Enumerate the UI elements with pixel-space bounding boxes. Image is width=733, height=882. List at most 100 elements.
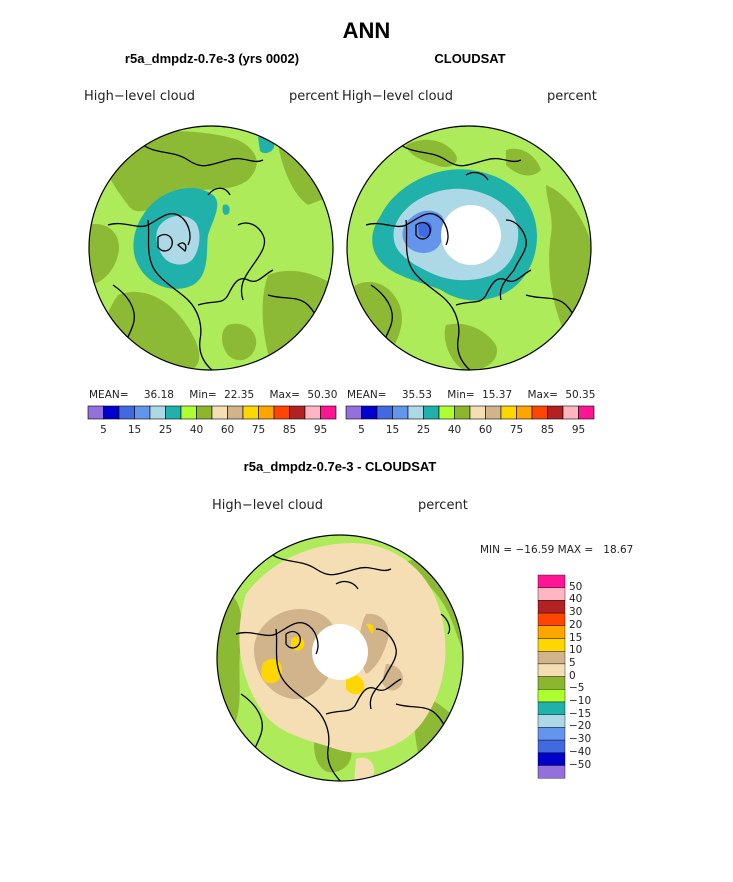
colorbar-swatch [273, 405, 290, 420]
legend-label: 40 [569, 593, 583, 606]
colorbar-tick-label: 75 [251, 424, 266, 436]
panel-1-units-label: percent [289, 89, 339, 104]
cloud-patch [506, 148, 541, 176]
legend-swatch [537, 765, 566, 779]
diff-colorbar [537, 574, 566, 779]
diff-polar-map [216, 534, 464, 782]
cloud-patch [382, 664, 404, 691]
colorbar-tick-label: 85 [540, 424, 555, 436]
panel-1-stats: MEAN= 36.18 Min= 22.35 Max= 50.30 [89, 389, 337, 401]
legend-label: 50 [569, 580, 583, 593]
legend-swatch [537, 638, 566, 652]
diff-variable-label: High−level cloud [212, 498, 324, 513]
cloud-patch [222, 204, 230, 215]
legend-label: 20 [569, 618, 583, 631]
panel-2-polar-map [346, 125, 592, 371]
colorbar-swatch [345, 405, 362, 420]
colorbar-tick-label: 75 [509, 424, 524, 436]
colorbar-tick-label: 5 [100, 424, 107, 436]
panel-1-polar-map [88, 125, 334, 371]
colorbar-swatch [438, 405, 455, 420]
colorbar-tick-label: 40 [447, 424, 462, 436]
colorbar-swatch [361, 405, 378, 420]
legend-label: −15 [569, 707, 592, 720]
cloud-patch [354, 757, 375, 781]
colorbar-swatch [118, 405, 135, 420]
colorbar-swatch [516, 405, 533, 420]
legend-label: 5 [569, 656, 576, 669]
colorbar-swatch [547, 405, 564, 420]
polar-no-data [441, 205, 501, 265]
legend-label: −30 [569, 733, 592, 746]
cloud-patch [347, 281, 402, 370]
diff-panel-title: r5a_dmpdz-0.7e-3 - CLOUDSAT [243, 459, 437, 474]
cloud-patch [262, 270, 333, 370]
legend-swatch [537, 689, 566, 703]
legend-label: −20 [569, 720, 592, 733]
mean-value: 36.18 [143, 389, 174, 401]
legend-label: 30 [569, 606, 583, 619]
colorbar-swatch [87, 405, 104, 420]
min-value: 15.37 [482, 389, 513, 401]
panel-1-colorbar [87, 405, 337, 420]
colorbar-swatch [211, 405, 228, 420]
colorbar-tick-label: 15 [127, 424, 142, 436]
figure-title: ANN [342, 18, 391, 43]
cloud-patch [406, 139, 457, 167]
colorbar-swatch [134, 405, 151, 420]
mean-value: 35.53 [401, 389, 432, 401]
cloud-patch [104, 131, 257, 212]
colorbar-swatch [196, 405, 213, 420]
cloud-patch [444, 323, 497, 370]
colorbar-swatch [180, 405, 197, 420]
colorbar-tick-label: 15 [385, 424, 400, 436]
legend-swatch [537, 650, 566, 665]
colorbar-swatch [304, 405, 321, 420]
legend-label: 15 [569, 631, 583, 644]
colorbar-swatch [289, 405, 306, 420]
legend-swatch [537, 587, 566, 601]
max-value: 50.30 [307, 389, 338, 401]
cloud-patch [291, 636, 305, 651]
colorbar-tick-label: 60 [220, 424, 235, 436]
panel-2-units-label: percent [547, 89, 597, 104]
diff-minmax: MIN = −16.59 MAX = 18.67 [480, 544, 634, 556]
map-border [216, 534, 464, 782]
colorbar-swatch [531, 405, 548, 420]
panel-1-variable-label: High−level cloud [84, 89, 196, 104]
colorbar-tick-label: 60 [478, 424, 493, 436]
cloud-patch [222, 323, 257, 361]
min-value: 22.35 [224, 389, 255, 401]
min-label: Min= [447, 389, 475, 401]
panel-1-title: r5a_dmpdz-0.7e-3 (yrs 0002) [124, 51, 300, 66]
panel-2-variable-label: High−level cloud [342, 89, 454, 104]
colorbar-swatch [242, 405, 259, 420]
colorbar-swatch [469, 405, 486, 420]
mean-label: MEAN= [89, 389, 129, 401]
colorbar-swatch [423, 405, 440, 420]
colorbar-swatch [485, 405, 502, 420]
colorbar-swatch [407, 405, 424, 420]
colorbar-swatch [258, 405, 275, 420]
colorbar-swatch [578, 405, 595, 420]
panel-2-colorbar [345, 405, 595, 420]
cloud-patch [346, 673, 365, 695]
max-value: 50.35 [565, 389, 596, 401]
mean-label: MEAN= [347, 389, 387, 401]
colorbar-swatch [149, 405, 166, 420]
colorbar-tick-label: 85 [282, 424, 297, 436]
colorbar-tick-label: 5 [358, 424, 365, 436]
map-border [88, 125, 334, 371]
max-label: Max= [527, 389, 558, 401]
legend-swatch [537, 574, 566, 588]
colorbar-tick-label: 95 [313, 424, 328, 436]
cloud-patch [366, 623, 374, 634]
legend-label: −5 [569, 682, 585, 695]
polar-no-data [312, 624, 368, 680]
colorbar-swatch [392, 405, 409, 420]
colorbar-tick-label: 95 [571, 424, 586, 436]
legend-label: −10 [569, 695, 592, 707]
colorbar-tick-label: 40 [189, 424, 204, 436]
legend-swatch [537, 752, 566, 766]
diff-units-label: percent [418, 498, 468, 513]
